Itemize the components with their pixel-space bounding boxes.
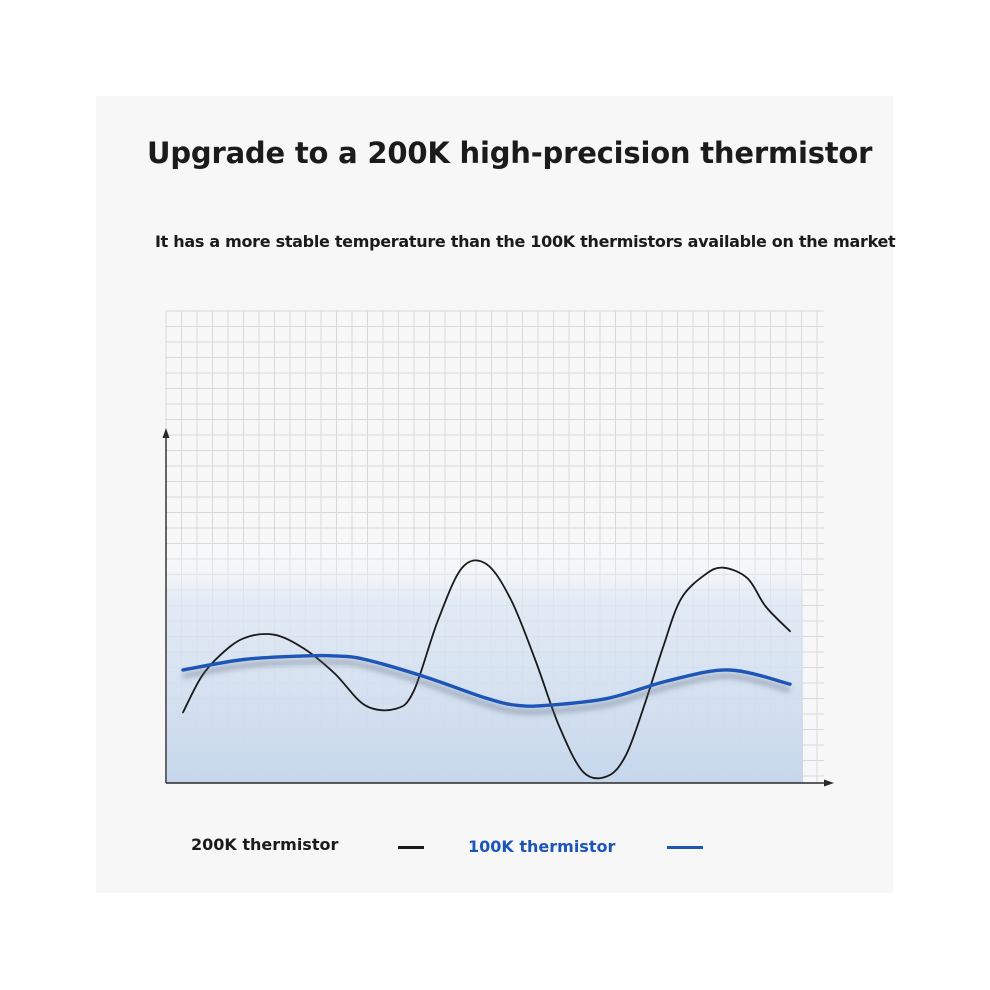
chart-axes: [162, 428, 834, 787]
legend-swatch-100k: [667, 846, 703, 849]
chart-series: [181, 559, 792, 780]
chart-area-fill: [167, 540, 803, 783]
page-subtitle: It has a more stable temperature than th…: [155, 232, 896, 251]
page-title: Upgrade to a 200K high-precision thermis…: [147, 136, 873, 170]
legend-label-100k: 100K thermistor: [468, 837, 616, 856]
legend-swatch-200k: [398, 846, 424, 849]
series-line-100k: [181, 653, 792, 708]
y-axis-arrow: [162, 428, 170, 438]
series-line-200k: [182, 559, 791, 780]
x-axis-arrow: [824, 779, 834, 787]
legend-label-200k: 200K thermistor: [191, 835, 339, 854]
series-line-100k-shadow: [182, 659, 791, 715]
